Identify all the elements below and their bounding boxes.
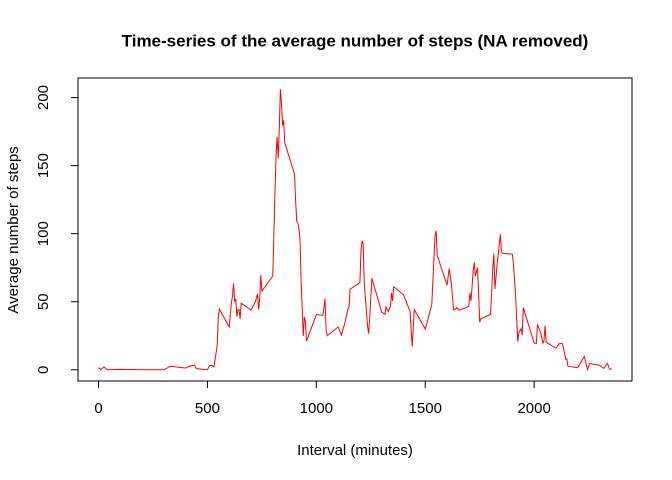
y-tick-label: 150 <box>35 153 52 178</box>
y-tick-label: 50 <box>35 293 52 310</box>
plot-box <box>77 77 633 382</box>
y-tick-label: 0 <box>35 366 52 374</box>
y-axis-label: Average number of steps <box>5 146 22 313</box>
x-tick-label: 500 <box>195 400 220 417</box>
x-tick-label: 1000 <box>300 400 333 417</box>
y-tick-label: 100 <box>35 221 52 246</box>
x-tick-label: 0 <box>94 400 102 417</box>
x-tick-label: 2000 <box>517 400 550 417</box>
x-tick-label: 1500 <box>409 400 442 417</box>
chart-title: Time-series of the average number of ste… <box>122 31 589 50</box>
y-tick-label: 200 <box>35 85 52 110</box>
data-line <box>98 89 612 372</box>
x-axis-label: Interval (minutes) <box>297 442 413 459</box>
